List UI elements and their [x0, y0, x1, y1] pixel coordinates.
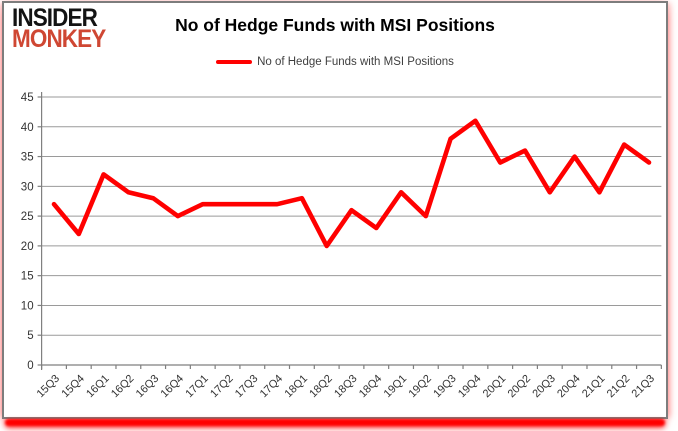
x-tick-label: 16Q3 [134, 373, 162, 401]
line-chart: 0 5 10 15 20 25 30 35 40 45 15Q3 15Q4 16Q1 16Q2 16Q3 16… [4, 77, 665, 426]
x-tick-label: 21Q3 [630, 373, 658, 401]
x-tick-label: 19Q1 [382, 373, 410, 401]
y-tick-label: 5 [27, 330, 33, 342]
chart-svg: 0 5 10 15 20 25 30 35 40 45 15Q315Q416Q116Q216Q316… [21, 92, 662, 401]
x-tick-label: 19Q3 [431, 373, 459, 401]
x-tick-label: 21Q1 [580, 373, 608, 401]
x-tick-label: 17Q1 [183, 373, 211, 401]
x-tick-label: 15Q4 [59, 373, 87, 401]
chart-title: No of Hedge Funds with MSI Positions [175, 15, 495, 35]
x-tick-label: 18Q1 [282, 373, 310, 401]
chart-image-frame: INSIDER MONKEY No of Hedge Funds with MS… [2, 1, 668, 426]
x-tick-label: 17Q2 [208, 373, 236, 401]
x-tick-label: 20Q1 [481, 373, 509, 401]
x-tick-label: 20Q3 [530, 373, 558, 401]
x-tick-label: 18Q4 [357, 373, 385, 401]
legend-line-swatch [216, 60, 253, 64]
x-tick-label: 20Q4 [555, 373, 583, 401]
y-tick-label: 45 [21, 92, 34, 104]
y-tick-label: 10 [21, 300, 34, 312]
x-tick-label: 16Q2 [109, 373, 137, 401]
x-tick-label: 16Q1 [84, 373, 112, 401]
x-tick-label: 15Q3 [35, 373, 63, 401]
y-tick-label: 20 [21, 241, 34, 253]
x-tick-label: 19Q2 [406, 373, 434, 401]
legend: No of Hedge Funds with MSI Positions [4, 55, 666, 69]
x-tick-label: 16Q4 [159, 373, 187, 401]
logo-line-monkey: MONKEY [12, 25, 106, 53]
y-tick-label: 30 [21, 181, 34, 193]
y-tick-label: 0 [27, 360, 33, 372]
x-tick-label: 17Q4 [258, 373, 286, 401]
logo-line-insider: INSIDER [12, 4, 98, 32]
x-tick-label: 19Q4 [456, 373, 484, 401]
series-line [51, 118, 652, 249]
y-tick-label: 35 [21, 152, 34, 164]
x-tick-label: 18Q3 [332, 373, 360, 401]
x-tick-label: 21Q2 [605, 373, 633, 401]
y-tick-label: 40 [21, 122, 34, 134]
red-underline-bar [5, 419, 665, 426]
x-tick-label: 17Q3 [233, 373, 261, 401]
legend-label: No of Hedge Funds with MSI Positions [257, 56, 454, 68]
insider-monkey-logo: INSIDER MONKEY [12, 4, 106, 53]
x-tick-label: 20Q2 [506, 373, 534, 401]
y-tick-label: 25 [21, 211, 34, 223]
y-tick-label: 15 [21, 271, 34, 283]
x-tick-label: 18Q2 [307, 373, 335, 401]
